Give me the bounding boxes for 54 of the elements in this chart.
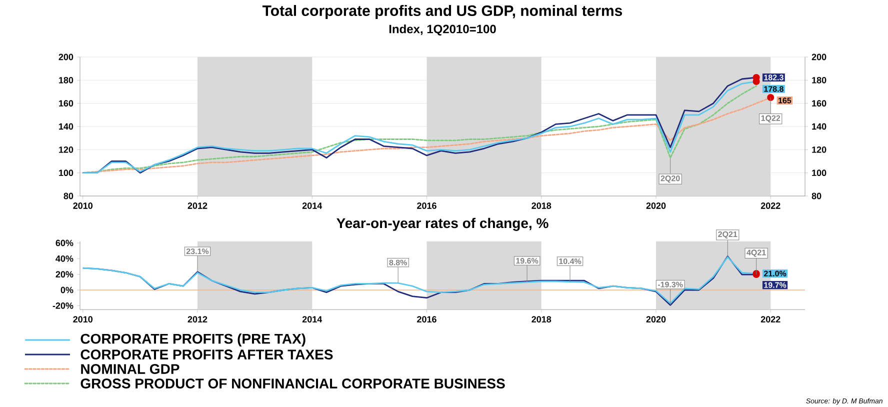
x-tick-label: 2020: [646, 202, 666, 209]
y-tick-label: 100: [59, 170, 74, 176]
data-label: 21.0%: [764, 270, 786, 276]
data-label: 165: [778, 98, 792, 104]
y-tick-label: 140: [59, 123, 74, 130]
annotation: 2Q21: [718, 231, 738, 239]
chart-title: Total corporate profits and US GDP, nominal terms: [262, 5, 622, 19]
y2-tick-label: 80: [812, 192, 822, 200]
y-tick-label: -20%: [52, 302, 74, 309]
y2-tick-label: 160: [812, 100, 826, 107]
data-label: 178.8: [764, 86, 784, 92]
x-tick-label: 2022: [760, 316, 780, 323]
legend-label: CORPORATE PROFITS AFTER TAXES: [80, 350, 333, 360]
x-tick-label: 2022: [760, 202, 780, 209]
x-tick-label: 2016: [417, 316, 436, 323]
legend-label: CORPORATE PROFITS (PRE TAX): [80, 333, 306, 347]
x-tick-label: 2016: [417, 202, 436, 209]
annotation: -19.3%: [658, 282, 683, 288]
chart-subtitle: Index, 1Q2010=100: [389, 24, 496, 36]
y-tick-label: 180: [59, 76, 74, 84]
annotation: 19.6%: [516, 258, 538, 264]
annotation: 1Q22: [761, 115, 780, 122]
y-tick-label: 120: [59, 146, 74, 153]
y-tick-label: 60%: [56, 240, 74, 246]
x-tick-label: 2014: [302, 202, 322, 209]
annotation: 4Q21: [746, 250, 766, 257]
y2-tick-label: 120: [812, 146, 826, 153]
x-tick-label: 2018: [532, 316, 552, 323]
x-tick-label: 2012: [188, 202, 208, 209]
y-tick-label: 20%: [56, 271, 74, 278]
x-tick-label: 2018: [532, 202, 552, 209]
legend-label: GROSS PRODUCT OF NONFINANCIAL CORPORATE BUSINESS: [80, 378, 505, 388]
y2-tick-label: 200: [812, 54, 826, 60]
y-tick-label: 160: [59, 100, 74, 107]
x-tick-label: 2014: [302, 316, 322, 323]
annotation: 2Q20: [660, 176, 680, 183]
data-label: 182.3: [764, 74, 784, 80]
y-tick-label: 200: [58, 54, 74, 60]
x-tick-label: 2012: [188, 316, 208, 323]
annotation: 10.4%: [559, 258, 582, 264]
y2-tick-label: 180: [812, 76, 826, 84]
chart-title: Year-on-year rates of change, %: [336, 218, 548, 231]
annotation: 8.8%: [389, 260, 407, 266]
y2-tick-label: 140: [812, 123, 826, 130]
y-tick-label: 0%: [60, 286, 74, 294]
y2-tick-label: 100: [812, 170, 826, 176]
x-tick-label: 2010: [73, 316, 93, 323]
x-tick-label: 2020: [646, 316, 666, 323]
legend-label: NOMINAL GDP: [81, 364, 180, 374]
y-tick-label: 40%: [56, 255, 74, 262]
data-label: 19.7%: [764, 282, 786, 288]
y-tick-label: 80: [64, 192, 74, 200]
x-tick-label: 2010: [73, 202, 93, 209]
annotation: 23.1%: [186, 248, 209, 254]
